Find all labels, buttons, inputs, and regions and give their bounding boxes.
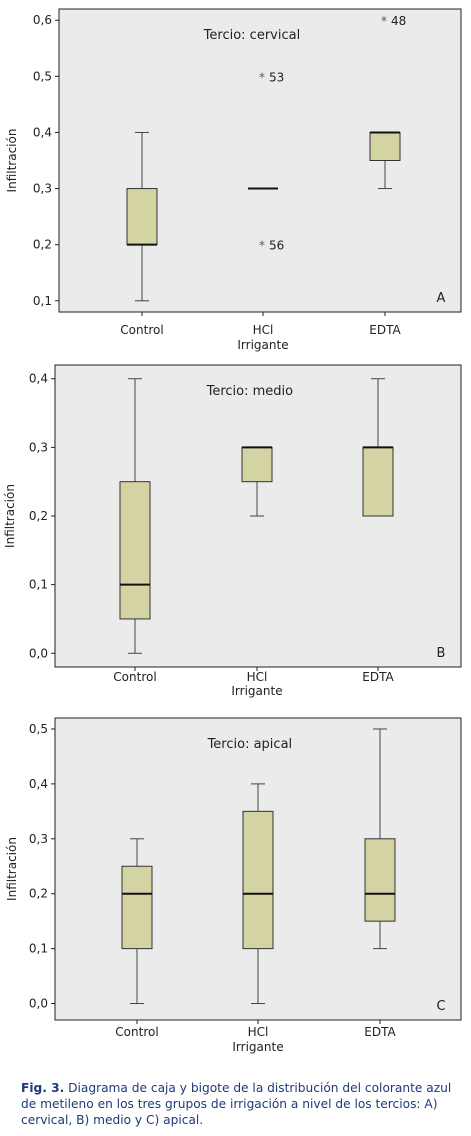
- panel-a: 0,1 0,2 0,3 0,4 0,5 0,6 Control HCl EDTA Irrigant…: [5, 8, 462, 352]
- outlier-marker: *: [259, 70, 265, 84]
- x-tick-label-edta: EDTA: [362, 670, 394, 684]
- y-axis-label: Infiltración: [5, 129, 19, 193]
- box-control: [126, 131, 158, 302]
- panel-label: C: [436, 999, 445, 1014]
- x-axis-label: Irrigante: [231, 684, 282, 698]
- outlier-label: 48: [391, 14, 406, 28]
- chart-title: Tercio: medio: [206, 384, 294, 399]
- outlier-marker: *: [381, 14, 387, 28]
- figure-caption: Fig. 3. Diagrama de caja y bigote de la …: [21, 1080, 461, 1128]
- y-tick-label: 0,1: [29, 578, 48, 592]
- box-body: [126, 188, 158, 246]
- x-axis-label: Irrigante: [237, 338, 288, 352]
- x-tick-label-hcl: HCl: [247, 670, 268, 684]
- x-tick-label-edta: EDTA: [369, 323, 401, 337]
- x-axis-label: Irrigante: [232, 1040, 283, 1054]
- chart-title: Tercio: apical: [207, 737, 293, 752]
- y-tick-label: 0,3: [33, 182, 52, 196]
- box-body: [362, 446, 394, 517]
- y-tick-label: 0,1: [33, 294, 52, 308]
- y-tick-label: 0,0: [29, 997, 48, 1011]
- y-axis-label: Infiltración: [3, 484, 17, 548]
- x-tick-label-control: Control: [120, 323, 163, 337]
- outlier-label: 53: [269, 70, 284, 84]
- box-body: [364, 838, 396, 922]
- y-axis-label: Infiltración: [5, 837, 19, 901]
- outlier-label: 56: [269, 239, 284, 253]
- caption-text: Diagrama de caja y bigote de la distribu…: [21, 1081, 452, 1127]
- panel-label: A: [437, 291, 446, 306]
- panel-c: 0,0 0,1 0,2 0,3 0,4 0,5 Control HCl EDTA Irrigant…: [5, 717, 462, 1054]
- chart-title: Tercio: cervical: [203, 28, 301, 43]
- box-edta: [369, 131, 401, 190]
- x-tick-label-control: Control: [113, 670, 156, 684]
- panel-b: 0,0 0,1 0,2 0,3 0,4 Control HCl EDTA Irrigante In…: [3, 364, 462, 698]
- box-body: [242, 810, 274, 950]
- y-tick-label: 0,5: [33, 69, 52, 83]
- y-tick-label: 0,1: [29, 942, 48, 956]
- x-tick-label-edta: EDTA: [364, 1025, 396, 1039]
- box-edta: [362, 378, 394, 517]
- y-tick-label: 0,3: [29, 832, 48, 846]
- y-tick-label: 0,6: [33, 13, 52, 27]
- y-tick-label: 0,4: [29, 777, 48, 791]
- box-body: [369, 131, 401, 161]
- y-tick-label: 0,5: [29, 722, 48, 736]
- outlier-marker: *: [259, 239, 265, 253]
- box-hcl: [242, 783, 274, 1005]
- x-tick-label-hcl: HCl: [253, 323, 274, 337]
- caption-label: Fig. 3.: [21, 1081, 65, 1095]
- x-tick-label-hcl: HCl: [248, 1025, 269, 1039]
- panel-label: B: [437, 646, 446, 661]
- y-tick-label: 0,2: [29, 509, 48, 523]
- y-tick-label: 0,2: [33, 238, 52, 252]
- box-body: [241, 446, 273, 483]
- y-tick-label: 0,0: [29, 646, 48, 660]
- box-control: [119, 378, 151, 654]
- box-body: [121, 865, 153, 950]
- box-hcl: [241, 446, 273, 517]
- chart-figure: 0,1 0,2 0,3 0,4 0,5 0,6 Control HCl EDTA Irrigant…: [3, 8, 462, 1054]
- box-body: [119, 481, 151, 620]
- box-edta: [364, 728, 396, 950]
- plot-area: [58, 8, 462, 313]
- y-tick-label: 0,4: [33, 125, 52, 139]
- x-tick-label-control: Control: [115, 1025, 158, 1039]
- y-tick-label: 0,2: [29, 887, 48, 901]
- box-control: [121, 838, 153, 1005]
- y-tick-label: 0,3: [29, 440, 48, 454]
- y-tick-label: 0,4: [29, 372, 48, 386]
